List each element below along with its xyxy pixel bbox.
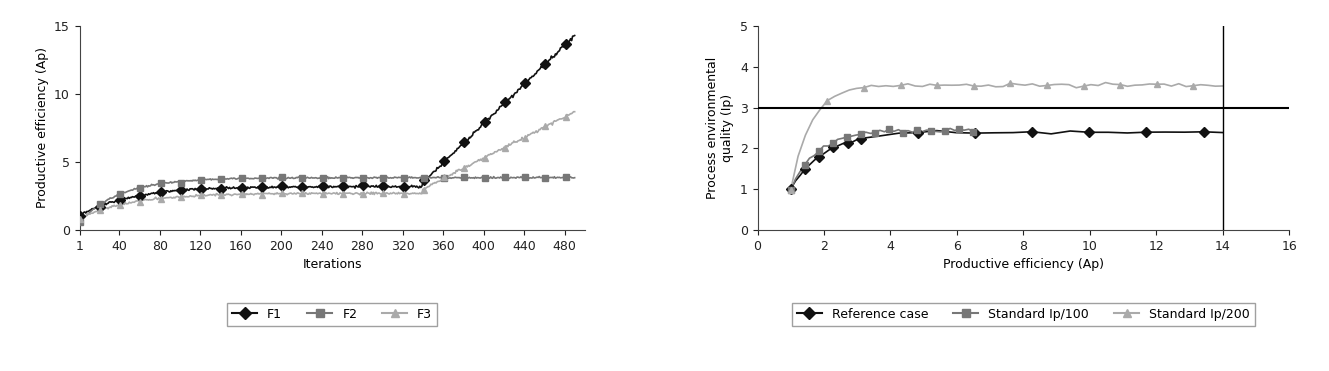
X-axis label: Productive efficiency (Ap): Productive efficiency (Ap) bbox=[942, 258, 1104, 271]
X-axis label: Iterations: Iterations bbox=[303, 258, 361, 271]
Y-axis label: Process environmental
quality (Ip): Process environmental quality (Ip) bbox=[706, 57, 734, 199]
Legend: F1, F2, F3: F1, F2, F3 bbox=[227, 303, 437, 326]
Y-axis label: Productive efficiency (Ap): Productive efficiency (Ap) bbox=[36, 47, 49, 209]
Legend: Reference case, Standard Ip/100, Standard Ip/200: Reference case, Standard Ip/100, Standar… bbox=[792, 303, 1255, 326]
